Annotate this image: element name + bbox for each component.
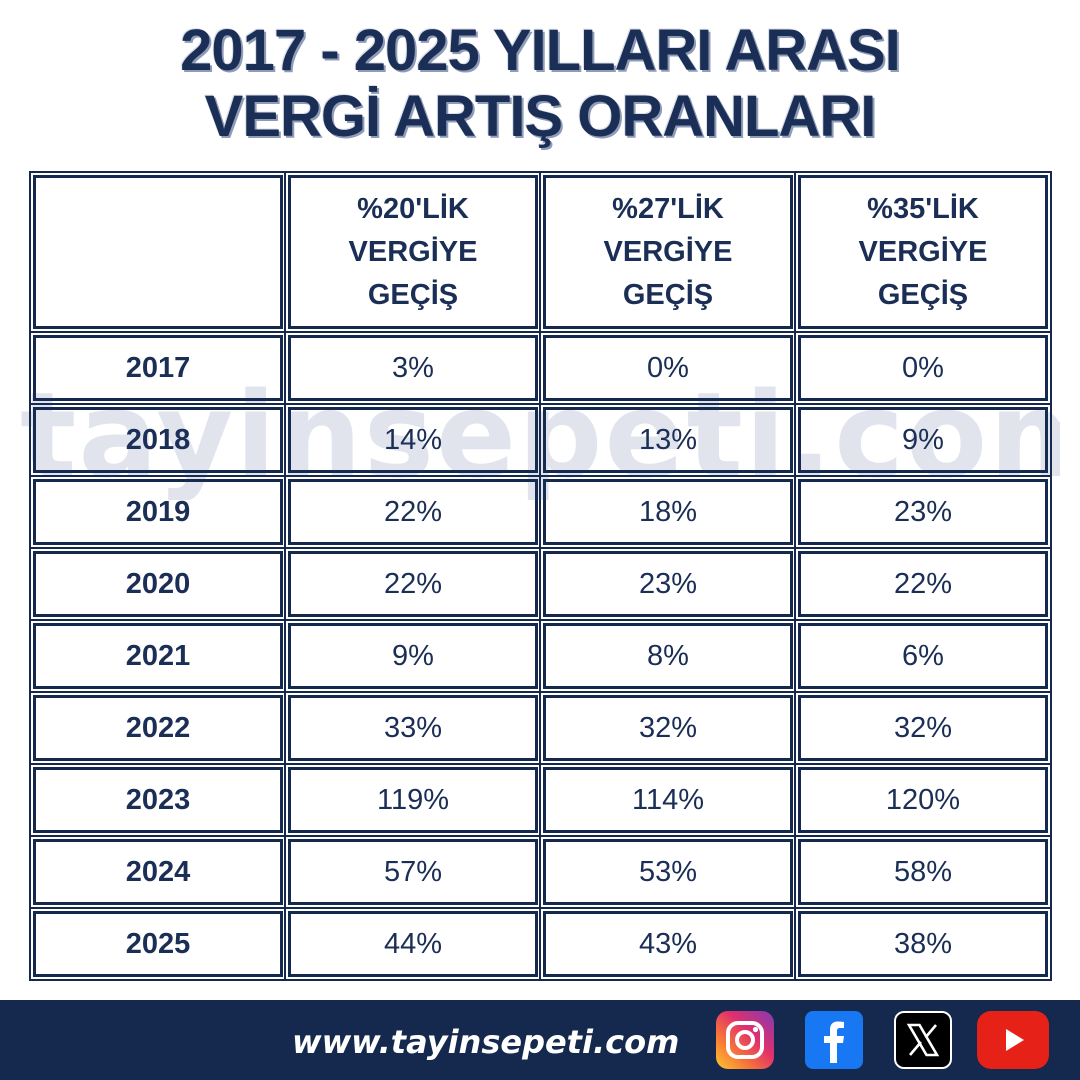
rate-cell: 32%: [543, 695, 793, 761]
rate-cell: 13%: [543, 407, 793, 473]
rate-cell: 33%: [288, 695, 538, 761]
year-cell: 2024: [33, 839, 283, 905]
rate-cell: 44%: [288, 911, 538, 977]
year-cell: 2023: [33, 767, 283, 833]
column-header-text: %27'LİK: [612, 192, 724, 225]
column-header: %27'LİK VERGİYE GEÇİŞ: [543, 175, 793, 329]
rate-cell: 22%: [798, 551, 1048, 617]
column-header-text: VERGİYE: [348, 235, 478, 268]
rate-cell: 9%: [798, 407, 1048, 473]
rate-cell: 57%: [288, 839, 538, 905]
rate-cell: 53%: [543, 839, 793, 905]
rate-cell: 23%: [798, 479, 1048, 545]
column-header: %35'LİK VERGİYE GEÇİŞ: [798, 175, 1048, 329]
rate-cell: 58%: [798, 839, 1048, 905]
page-title: 2017 - 2025 YILLARI ARASI VERGİ ARTIŞ OR…: [0, 18, 1080, 150]
rate-cell: 18%: [543, 479, 793, 545]
website-link[interactable]: www.tayinsepeti.com: [292, 1023, 680, 1061]
rate-cell: 38%: [798, 911, 1048, 977]
facebook-icon[interactable]: [805, 1011, 863, 1069]
rate-cell: 14%: [288, 407, 538, 473]
column-header-text: GEÇİŞ: [877, 278, 969, 311]
rate-cell: 43%: [543, 911, 793, 977]
column-header-text: GEÇİŞ: [367, 278, 459, 311]
rate-cell: 119%: [288, 767, 538, 833]
column-header-text: VERGİYE: [603, 235, 733, 268]
year-cell: 2017: [33, 335, 283, 401]
header-corner-cell: [33, 175, 283, 329]
rate-cell: 23%: [543, 551, 793, 617]
title-line-1: 2017 - 2025 YILLARI ARASI: [180, 18, 901, 83]
x-icon[interactable]: [894, 1011, 952, 1069]
youtube-icon[interactable]: [977, 1011, 1049, 1069]
column-header: %20'LİK VERGİYE GEÇİŞ: [288, 175, 538, 329]
instagram-icon[interactable]: [716, 1011, 774, 1069]
year-cell: 2021: [33, 623, 283, 689]
column-header-text: VERGİYE: [858, 235, 988, 268]
rate-cell: 114%: [543, 767, 793, 833]
year-cell: 2019: [33, 479, 283, 545]
column-header-text: %35'LİK: [867, 192, 979, 225]
rate-cell: 6%: [798, 623, 1048, 689]
rate-cell: 22%: [288, 551, 538, 617]
rate-cell: 120%: [798, 767, 1048, 833]
column-header-text: %20'LİK: [357, 192, 469, 225]
rate-cell: 3%: [288, 335, 538, 401]
year-cell: 2020: [33, 551, 283, 617]
rate-cell: 22%: [288, 479, 538, 545]
rate-cell: 32%: [798, 695, 1048, 761]
title-line-2: VERGİ ARTIŞ ORANLARI: [204, 84, 877, 149]
year-cell: 2018: [33, 407, 283, 473]
year-cell: 2025: [33, 911, 283, 977]
year-cell: 2022: [33, 695, 283, 761]
rate-cell: 0%: [543, 335, 793, 401]
rate-cell: 8%: [543, 623, 793, 689]
rate-cell: 0%: [798, 335, 1048, 401]
rate-cell: 9%: [288, 623, 538, 689]
column-header-text: GEÇİŞ: [622, 278, 714, 311]
